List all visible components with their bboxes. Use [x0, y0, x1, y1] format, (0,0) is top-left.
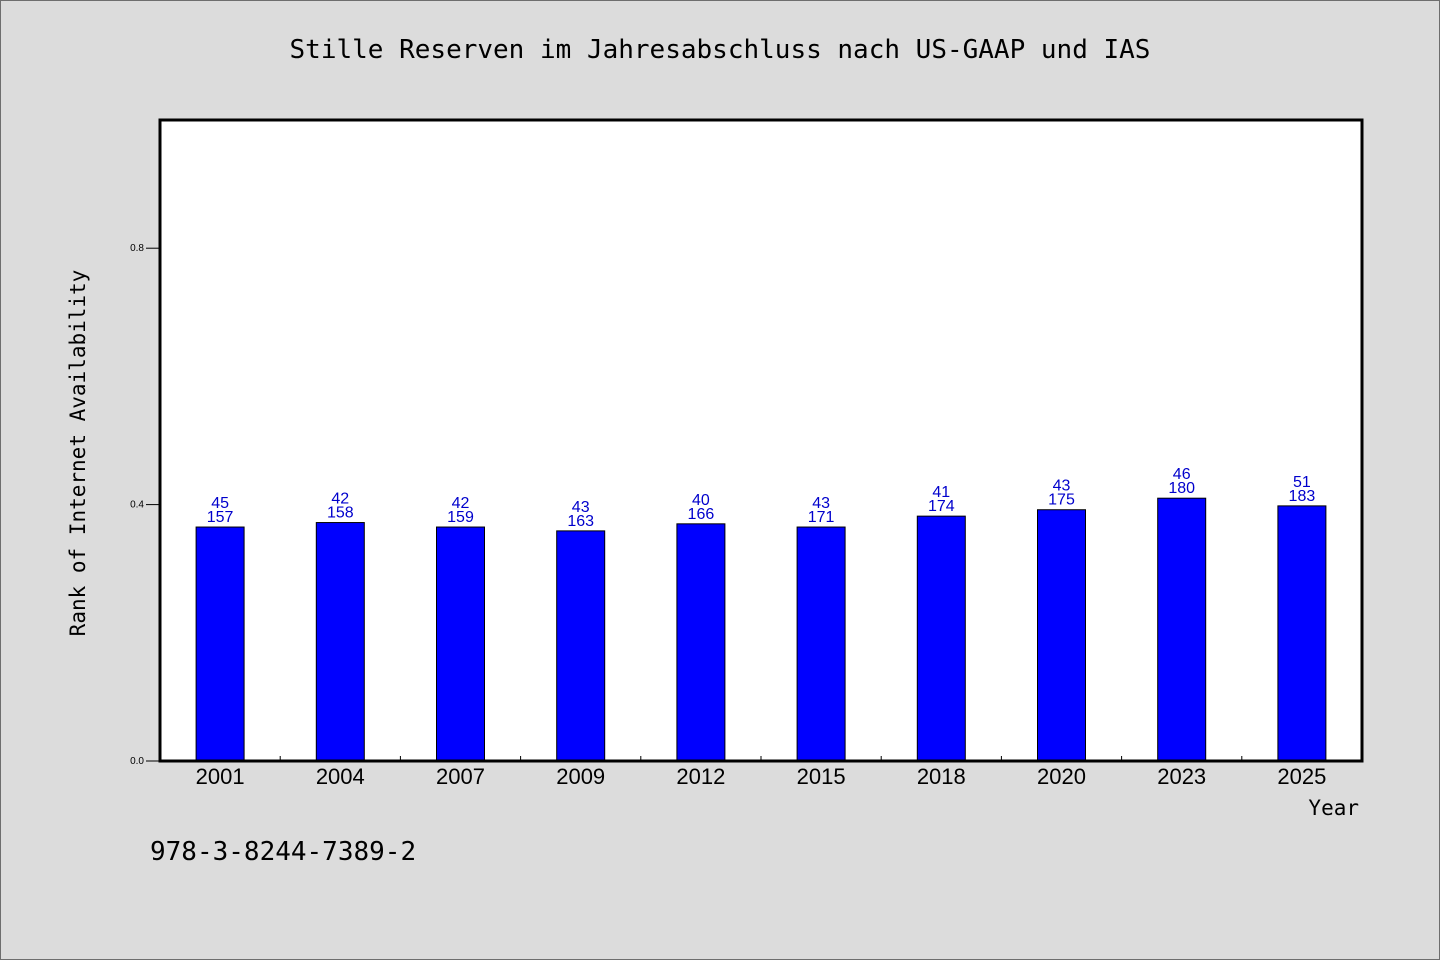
data-label-bottom-2001: 157 [207, 509, 234, 526]
data-label-bottom-2018: 174 [928, 498, 955, 515]
bar-2023 [1157, 497, 1207, 762]
data-label-bottom-2012: 166 [688, 506, 715, 523]
x-tick-label-2004: 2004 [316, 764, 365, 789]
data-label-top-2012: 40 [692, 492, 710, 509]
x-tick-label-2009: 2009 [556, 764, 605, 789]
isbn-text: 978-3-8244-7389-2 [150, 837, 417, 867]
bar-2007 [436, 526, 485, 762]
x-tick-label-2007: 2007 [436, 764, 485, 789]
data-label-bottom-2007: 159 [447, 509, 474, 526]
data-label-top-2004: 42 [331, 491, 349, 508]
data-label-bottom-2025: 183 [1289, 488, 1316, 505]
y-tick-label: 0.8 [130, 243, 144, 254]
bar-2004 [315, 522, 365, 762]
data-label-bottom-2004: 158 [327, 505, 354, 522]
bar-2015 [796, 526, 846, 762]
data-label-top-2025: 51 [1293, 474, 1311, 491]
bar-2020 [1037, 509, 1086, 762]
data-label-top-2001: 45 [211, 495, 229, 512]
data-label-top-2023: 46 [1173, 466, 1191, 483]
plot-frame [158, 118, 1364, 763]
x-tick-label-2020: 2020 [1037, 764, 1086, 789]
x-axis-label: Year [1308, 796, 1359, 820]
data-label-bottom-2009: 163 [567, 513, 594, 530]
data-label-top-2007: 42 [452, 495, 470, 512]
data-label-bottom-2020: 175 [1048, 492, 1075, 509]
bar-2012 [676, 523, 726, 762]
data-label-bottom-2015: 171 [808, 509, 835, 526]
x-tick-label-2018: 2018 [917, 764, 966, 789]
y-tick-label: 0.0 [130, 756, 144, 767]
data-label-top-2018: 41 [932, 484, 950, 501]
bar-2009 [556, 530, 606, 762]
data-label-top-2015: 43 [812, 495, 830, 512]
bar-2018 [916, 515, 966, 762]
x-tick-label-2001: 2001 [196, 764, 245, 789]
x-tick-label-2023: 2023 [1157, 764, 1206, 789]
x-tick-label-2012: 2012 [676, 764, 725, 789]
bar-2025 [1277, 505, 1327, 762]
chart-title: Stille Reserven im Jahresabschluss nach … [289, 35, 1151, 65]
data-label-bottom-2023: 180 [1168, 480, 1195, 497]
bar-2001 [195, 526, 245, 762]
y-tick-label: 0.4 [130, 500, 144, 511]
x-tick-label-2025: 2025 [1277, 764, 1326, 789]
x-tick-label-2015: 2015 [797, 764, 846, 789]
data-label-top-2020: 43 [1053, 478, 1071, 495]
data-label-top-2009: 43 [572, 499, 590, 516]
